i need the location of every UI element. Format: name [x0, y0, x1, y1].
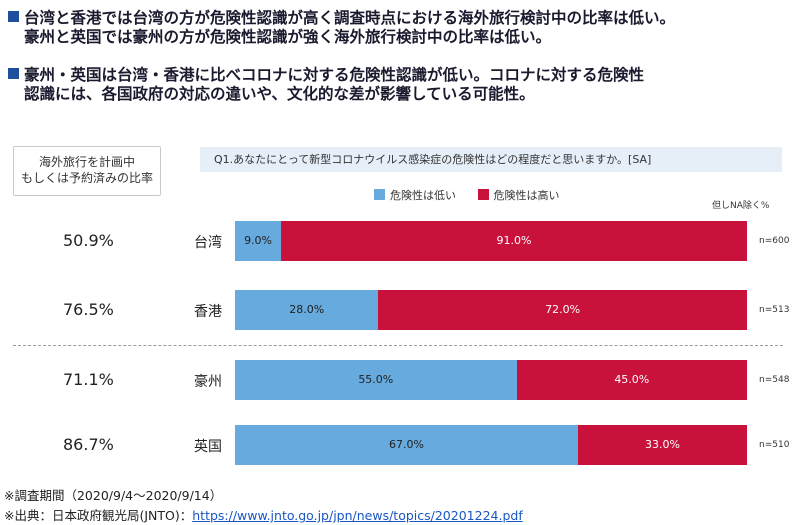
bar-segment-low: 67.0%: [235, 425, 579, 465]
bar-label-low: 28.0%: [289, 303, 325, 316]
survey-question: Q1.あなたにとって新型コロナウイルス感染症の危険性はどの程度だと思いますか。[…: [200, 147, 782, 172]
bullet-2-line-2: 認識には、各国政府の対応の違いや、文化的な差が影響している可能性。: [24, 85, 535, 103]
sample-size-label: n=548: [759, 375, 790, 385]
bar-label-low: 67.0%: [389, 438, 424, 451]
sample-size-label: n=513: [759, 305, 790, 315]
bar-label-high: 33.0%: [645, 438, 680, 451]
bar-label-high: 72.0%: [545, 303, 581, 316]
planning-ratio-value: 50.9%: [63, 231, 114, 250]
planning-ratio-header: 海外旅行を計画中 もしくは予約済みの比率: [13, 146, 161, 196]
planning-ratio-header-line-2: もしくは予約済みの比率: [20, 171, 153, 185]
category-label: 英国: [194, 439, 222, 455]
na-excluded-note: 但しNA除く%: [712, 201, 770, 211]
bar-label-high: 45.0%: [614, 373, 650, 386]
source-prefix: ※出典：日本政府観光局(JNTO)：: [4, 508, 193, 523]
bullet-square-icon: [8, 68, 19, 79]
category-label: 豪州: [194, 374, 222, 390]
region-divider: [13, 345, 783, 346]
stacked-bar: 28.0% 72.0%: [235, 290, 747, 330]
bar-segment-low: 55.0%: [235, 360, 517, 400]
legend-label-high: 危険性は高い: [493, 189, 560, 202]
bar-segment-low: 28.0%: [235, 290, 379, 330]
bullet-1-line-2: 豪州と英国では豪州の方が危険性認識が強く海外旅行検討中の比率は低い。: [24, 28, 552, 46]
bar-label-low: 55.0%: [358, 373, 394, 386]
sample-size-label: n=510: [759, 440, 790, 450]
legend-swatch-low: [374, 189, 385, 200]
bullet-square-icon: [8, 11, 19, 22]
source-note: ※出典：日本政府観光局(JNTO)：https://www.jnto.go.jp…: [4, 505, 523, 524]
planning-ratio-value: 76.5%: [63, 300, 114, 319]
bar-segment-high: 33.0%: [578, 425, 747, 465]
planning-ratio-value: 71.1%: [63, 370, 114, 389]
source-link[interactable]: https://www.jnto.go.jp/jpn/news/topics/2…: [192, 508, 523, 523]
stacked-bar: 9.0% 91.0%: [235, 221, 747, 261]
legend-swatch-high: [477, 189, 489, 200]
bar-segment-high: 45.0%: [516, 360, 747, 400]
category-label: 香港: [194, 304, 222, 320]
category-label: 台湾: [194, 235, 222, 251]
bar-label-low: 9.0%: [244, 234, 273, 247]
bar-segment-high: 72.0%: [378, 290, 747, 330]
bullet-1-line-1: 台湾と香港では台湾の方が危険性認識が高く調査時点における海外旅行検討中の比率は低…: [24, 9, 676, 27]
legend-label-low: 危険性は低い: [390, 189, 456, 202]
survey-period-note: ※調査期間（2020/9/4～2020/9/14）: [4, 488, 223, 503]
bullet-2-line-1: 豪州・英国は台湾・香港に比べコロナに対する危険性認識が低い。コロナに対する危険性: [24, 66, 645, 84]
planning-ratio-header-line-1: 海外旅行を計画中: [38, 155, 135, 169]
bullet-point-1: 台湾と香港では台湾の方が危険性認識が高く調査時点における海外旅行検討中の比率は低…: [8, 9, 675, 47]
bar-label-high: 91.0%: [496, 234, 532, 247]
chart-legend: 危険性は低い 危険性は高い: [374, 187, 578, 203]
sample-size-label: n=600: [759, 236, 790, 246]
stacked-bar: 67.0% 33.0%: [235, 425, 747, 465]
planning-ratio-value: 86.7%: [63, 435, 114, 454]
stacked-bar: 55.0% 45.0%: [235, 360, 747, 400]
bullet-point-2: 豪州・英国は台湾・香港に比べコロナに対する危険性認識が低い。コロナに対する危険性…: [8, 66, 644, 104]
legend-item-low: 危険性は低い: [374, 187, 456, 203]
bar-segment-low: 9.0%: [235, 221, 282, 261]
bar-segment-high: 91.0%: [281, 221, 747, 261]
legend-item-high: 危険性は高い: [477, 187, 560, 203]
